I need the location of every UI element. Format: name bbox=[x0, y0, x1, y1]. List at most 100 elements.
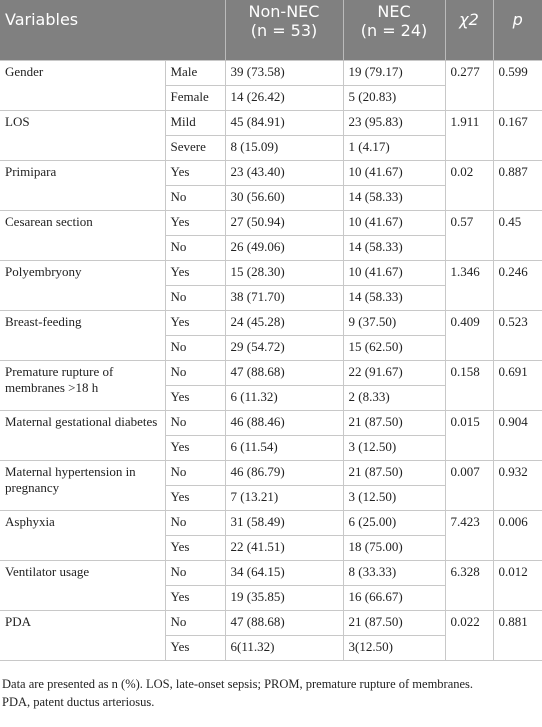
p-cell: 0.691 bbox=[492, 359, 542, 411]
value-cell: 3 (12.50) bbox=[342, 484, 445, 511]
value-cell: 23 (95.83) bbox=[342, 109, 446, 136]
header-cell: p bbox=[493, 0, 542, 60]
variable-cell: Premature rupture of membranes >18 h bbox=[0, 359, 166, 411]
footnote: PDA, patent ductus arteriosus. bbox=[2, 694, 155, 709]
chi2-cell: 0.015 bbox=[444, 409, 494, 461]
value-cell: 6 (11.54) bbox=[224, 434, 344, 461]
variable-cell: PDA bbox=[0, 609, 166, 661]
table-row: Yes 6 (11.32) 2 (8.33) bbox=[0, 384, 542, 411]
table-row: Polyembryony Yes 15 (28.30) 10 (41.67) 1.346… bbox=[0, 259, 542, 311]
level-cell: Yes bbox=[165, 634, 226, 661]
value-cell: 6 (25.00) bbox=[342, 509, 446, 536]
variable-cell: Gender bbox=[0, 59, 166, 111]
chi2-cell: 1.346 bbox=[444, 259, 494, 311]
variable-cell: Primipara bbox=[0, 159, 166, 211]
value-cell: 15 (28.30) bbox=[224, 259, 344, 286]
value-cell: 27 (50.94) bbox=[224, 209, 344, 236]
value-cell: 30 (56.60) bbox=[224, 184, 344, 211]
variable-cell: Cesarean section bbox=[0, 209, 166, 261]
value-cell: 23 (43.40) bbox=[224, 159, 344, 186]
value-cell: 3 (12.50) bbox=[342, 434, 445, 461]
table-row: Yes 6(11.32) 3(12.50) bbox=[0, 634, 542, 661]
value-cell: 18 (75.00) bbox=[342, 534, 445, 561]
variable-cell: Asphyxia bbox=[0, 509, 166, 561]
level-cell: No bbox=[164, 359, 226, 386]
variable-cell: Maternal hypertension in pregnancy bbox=[0, 459, 166, 511]
value-cell: 7 (13.21) bbox=[224, 484, 344, 511]
header-cell: Variables bbox=[0, 0, 226, 60]
value-cell: 10 (41.67) bbox=[342, 259, 446, 286]
value-cell: 22 (91.67) bbox=[342, 359, 446, 386]
level-cell: No bbox=[165, 234, 226, 261]
variable-cell: Ventilator usage bbox=[0, 559, 166, 611]
table-row: Primipara Yes 23 (43.40) 10 (41.67) 0.02 0.88… bbox=[0, 159, 542, 211]
variable-cell: Breast-feeding bbox=[0, 309, 166, 361]
table-row: Maternal hypertension in pregnancy No 46 (… bbox=[0, 459, 542, 511]
value-cell: 34 (64.15) bbox=[224, 559, 344, 586]
value-cell: 8 (15.09) bbox=[224, 134, 344, 161]
table-row: PDA No 47 (88.68) 21 (87.50) 0.022 0.881 bbox=[0, 609, 542, 661]
level-cell: Male bbox=[164, 59, 226, 86]
p-cell: 0.167 bbox=[492, 109, 542, 161]
level-cell: No bbox=[164, 559, 226, 586]
table-row: Severe 8 (15.09) 1 (4.17) bbox=[0, 134, 542, 161]
value-cell: 16 (66.67) bbox=[342, 584, 445, 611]
table-body: Gender Male 39 (73.58) 19 (79.17) 0.277 0.599… bbox=[0, 59, 542, 661]
p-cell: 0.45 bbox=[492, 209, 542, 261]
p-cell: 0.932 bbox=[492, 459, 542, 511]
value-cell: 1 (4.17) bbox=[342, 134, 445, 161]
value-cell: 29 (54.72) bbox=[224, 334, 344, 361]
level-cell: Yes bbox=[165, 384, 226, 411]
footnotes: Data are presented as n (%). LOS, late-o… bbox=[0, 661, 542, 711]
table-row: No 38 (71.70) 14 (58.33) bbox=[0, 284, 542, 311]
table-row: Yes 6 (11.54) 3 (12.50) bbox=[0, 434, 542, 461]
p-cell: 0.887 bbox=[492, 159, 542, 211]
value-cell: 31 (58.49) bbox=[224, 509, 344, 536]
level-cell: Yes bbox=[164, 209, 226, 236]
chi2-cell: 7.423 bbox=[444, 509, 494, 561]
table-row: Maternal gestational diabetes No 46 (88.46… bbox=[0, 409, 542, 461]
value-cell: 26 (49.06) bbox=[224, 234, 344, 261]
level-cell: No bbox=[165, 334, 226, 361]
value-cell: 21 (87.50) bbox=[342, 459, 446, 486]
chi2-cell: 0.02 bbox=[444, 159, 494, 211]
chi2-cell: 0.409 bbox=[444, 309, 494, 361]
value-cell: 38 (71.70) bbox=[224, 284, 344, 311]
level-cell: Severe bbox=[165, 134, 226, 161]
level-cell: Yes bbox=[165, 584, 226, 611]
value-cell: 46 (88.46) bbox=[224, 409, 344, 436]
value-cell: 6 (11.32) bbox=[224, 384, 344, 411]
p-cell: 0.904 bbox=[492, 409, 542, 461]
p-cell: 0.599 bbox=[492, 59, 542, 111]
p-cell: 0.523 bbox=[492, 309, 542, 361]
value-cell: 3(12.50) bbox=[342, 634, 445, 661]
variable-cell: Maternal gestational diabetes bbox=[0, 409, 166, 461]
level-cell: Yes bbox=[165, 484, 226, 511]
variable-cell: Polyembryony bbox=[0, 259, 166, 311]
level-cell: No bbox=[164, 409, 226, 436]
chi2-cell: 0.158 bbox=[444, 359, 494, 411]
table-row: Female 14 (26.42) 5 (20.83) bbox=[0, 84, 542, 111]
chi2-cell: 0.57 bbox=[444, 209, 494, 261]
header-cell: NEC (n = 24) bbox=[343, 0, 446, 60]
value-cell: 21 (87.50) bbox=[342, 409, 446, 436]
level-cell: Yes bbox=[164, 159, 226, 186]
level-cell: No bbox=[164, 509, 226, 536]
table-row: LOS Mild 45 (84.91) 23 (95.83) 1.911 0.167 bbox=[0, 109, 542, 161]
value-cell: 2 (8.33) bbox=[342, 384, 445, 411]
table-row: Breast-feeding Yes 24 (45.28) 9 (37.50) 0.40… bbox=[0, 309, 542, 361]
table-row: Gender Male 39 (73.58) 19 (79.17) 0.277 0.599 bbox=[0, 59, 542, 111]
level-cell: Yes bbox=[164, 259, 226, 286]
chi2-cell: 1.911 bbox=[444, 109, 494, 161]
table-row: Premature rupture of membranes >18 h No 47… bbox=[0, 359, 542, 411]
value-cell: 45 (84.91) bbox=[224, 109, 344, 136]
value-cell: 9 (37.50) bbox=[342, 309, 446, 336]
value-cell: 5 (20.83) bbox=[342, 84, 445, 111]
table-row: Ventilator usage No 34 (64.15) 8 (33.33) 6.3… bbox=[0, 559, 542, 611]
data-table: Variables Non-NEC (n = 53) NEC (n = 24) χ2… bbox=[0, 0, 542, 661]
value-cell: 6(11.32) bbox=[224, 634, 344, 661]
table-row: Cesarean section Yes 27 (50.94) 10 (41.67) 0… bbox=[0, 209, 542, 261]
table-row: No 26 (49.06) 14 (58.33) bbox=[0, 234, 542, 261]
chi2-cell: 0.007 bbox=[444, 459, 494, 511]
